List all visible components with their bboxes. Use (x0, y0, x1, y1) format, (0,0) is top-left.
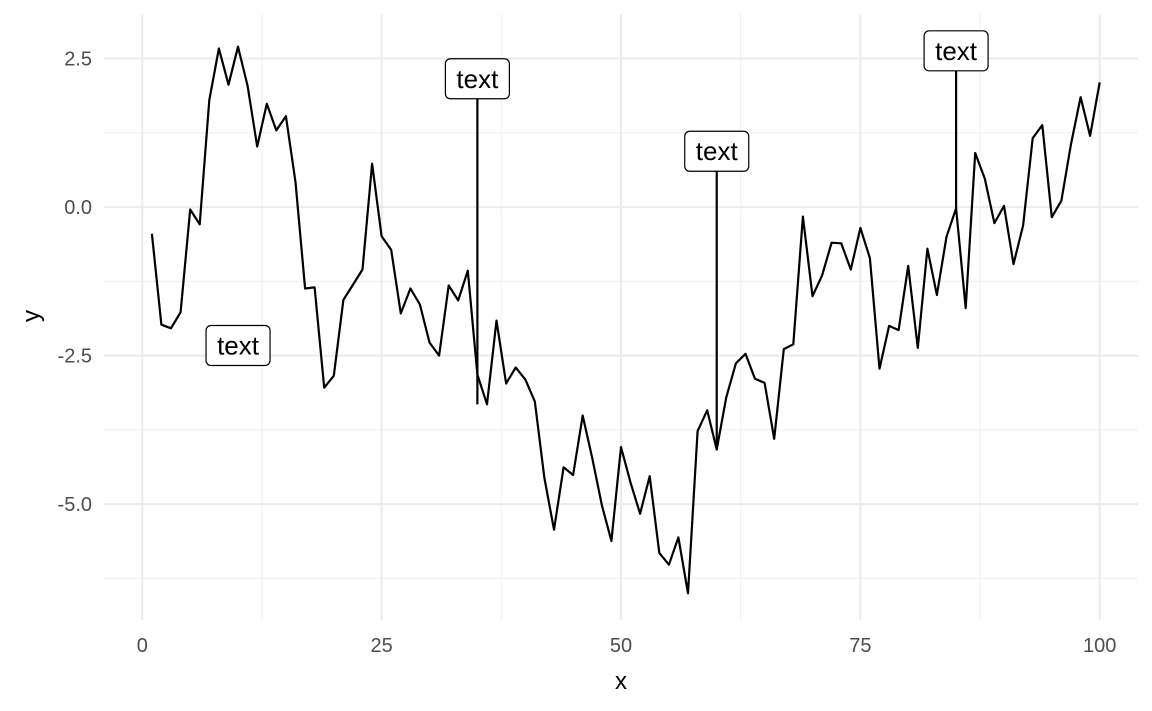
annotation-label: text (684, 130, 750, 450)
annotation-label: text (205, 324, 271, 367)
annotation-box (444, 58, 510, 100)
x-tick-label: 25 (371, 635, 393, 657)
annotation-label: text (923, 30, 989, 209)
x-tick-label: 0 (137, 635, 148, 657)
x-tick-label: 50 (610, 635, 632, 657)
y-tick-label: -5.0 (58, 494, 92, 516)
annotation-label: text (444, 58, 510, 405)
annotation-text: text (935, 36, 978, 66)
x-axis-title: x (615, 668, 627, 695)
annotation-text: text (696, 136, 739, 166)
y-axis-title: y (18, 310, 45, 322)
series-line (150, 45, 1101, 595)
x-axis-ticks: 0 25 50 75 100 (137, 635, 1117, 657)
annotation-text: text (217, 331, 260, 361)
annotation-text: text (456, 64, 499, 94)
y-tick-label: 2.5 (64, 49, 92, 71)
series (150, 45, 1101, 595)
annotation-box (684, 130, 750, 172)
annotations: text text text text (205, 30, 989, 450)
y-tick-label: -2.5 (58, 346, 92, 368)
y-axis-ticks: 2.5 0.0 -2.5 -5.0 (58, 49, 92, 517)
gridlines (104, 14, 1138, 620)
annotation-box (923, 30, 989, 72)
y-tick-label: 0.0 (64, 197, 92, 219)
x-tick-label: 75 (849, 635, 871, 657)
annotation-box (205, 324, 271, 367)
x-tick-label: 100 (1083, 635, 1116, 657)
